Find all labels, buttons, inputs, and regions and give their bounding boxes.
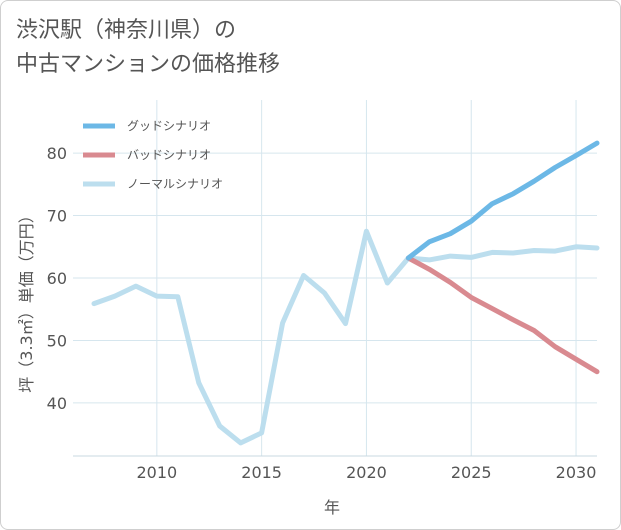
x-tick-label: 2020 (346, 463, 387, 482)
legend-item-1[interactable]: バッドシナリオ (83, 148, 211, 162)
x-tick-label: 2015 (241, 463, 282, 482)
x-tick-label: 2010 (136, 463, 177, 482)
legend-label: ノーマルシナリオ (127, 177, 223, 191)
legend-label: バッドシナリオ (127, 148, 211, 162)
title-line-2: 中古マンションの価格推移 (16, 52, 281, 77)
series-line-2 (91, 228, 600, 446)
x-axis-title: 年 (324, 498, 340, 517)
x-tick-label: 2025 (451, 463, 492, 482)
legend-item-2[interactable]: ノーマルシナリオ (83, 177, 223, 191)
series-lines (91, 140, 600, 446)
y-tick-label: 80 (47, 144, 67, 163)
page-title: 渋沢駅（神奈川県）の 中古マンションの価格推移 (16, 14, 280, 82)
legend-label: グッドシナリオ (127, 119, 211, 133)
title-line-1: 渋沢駅（神奈川県）の (16, 18, 237, 43)
y-axis-title: 坪（3.3㎡）単価（万円） (17, 207, 36, 392)
y-tick-label: 50 (47, 331, 67, 350)
y-tick-label: 60 (47, 269, 67, 288)
grid-lines (73, 100, 597, 457)
legend-item-0[interactable]: グッドシナリオ (83, 119, 211, 133)
y-tick-label: 40 (47, 394, 67, 413)
y-tick-label: 70 (47, 207, 67, 226)
series-line-1 (405, 255, 600, 375)
x-tick-label: 2030 (556, 463, 597, 482)
series-line-0 (405, 140, 600, 261)
axis-ticks: 2010 2015 2020 2025 2030 40 50 60 70 80 (47, 144, 597, 482)
